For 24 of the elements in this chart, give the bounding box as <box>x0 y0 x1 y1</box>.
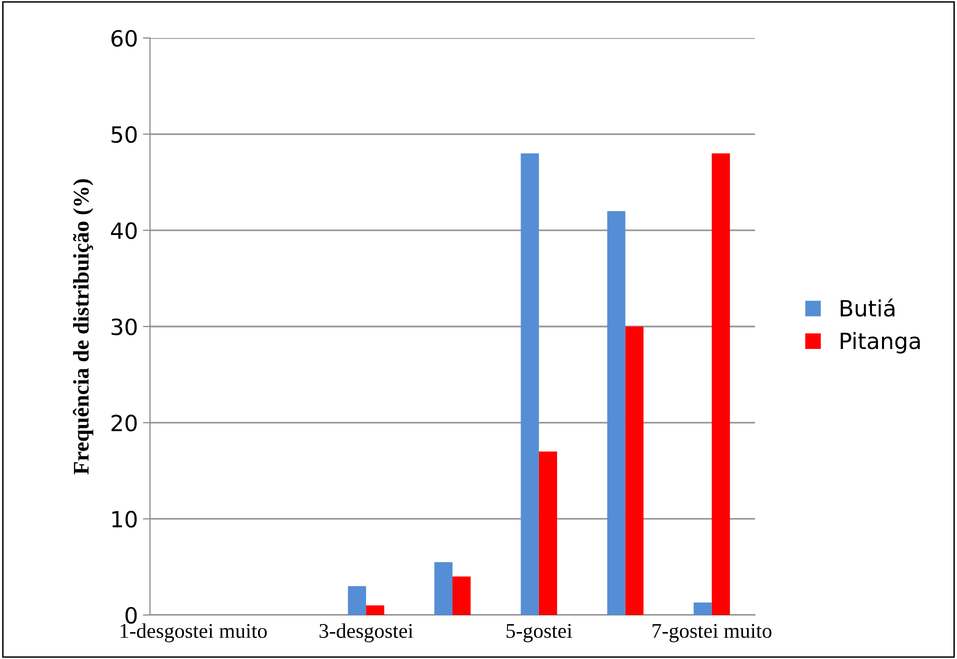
y-tick-label: 30 <box>112 318 137 336</box>
y-tick-label: 20 <box>112 414 137 432</box>
x-tick-label: 3-desgostei <box>320 623 414 642</box>
bar <box>625 326 644 615</box>
bar <box>348 586 366 615</box>
y-tick-label: 40 <box>111 222 137 240</box>
y-tick-label: 10 <box>112 510 137 528</box>
bar <box>434 562 452 615</box>
legend-label: Pitanga <box>840 332 920 354</box>
y-tick-label: 50 <box>112 126 137 143</box>
bar <box>366 605 384 615</box>
y-tick-label: 60 <box>111 30 137 47</box>
y-axis-title: Frequência de distribuição (%) <box>72 179 94 474</box>
bar <box>694 602 712 615</box>
bar <box>538 452 558 615</box>
bar <box>520 153 539 615</box>
x-tick-label: 7-gostei muito <box>652 624 772 642</box>
y-tick-label: 0 <box>126 606 137 624</box>
legend-label: Butiá <box>840 298 894 317</box>
x-tick-label: 1-desgostei muito <box>120 623 267 642</box>
bar <box>607 211 626 615</box>
bar <box>712 153 730 615</box>
bar <box>452 576 471 615</box>
x-tick-label: 5-gostei <box>506 624 572 642</box>
